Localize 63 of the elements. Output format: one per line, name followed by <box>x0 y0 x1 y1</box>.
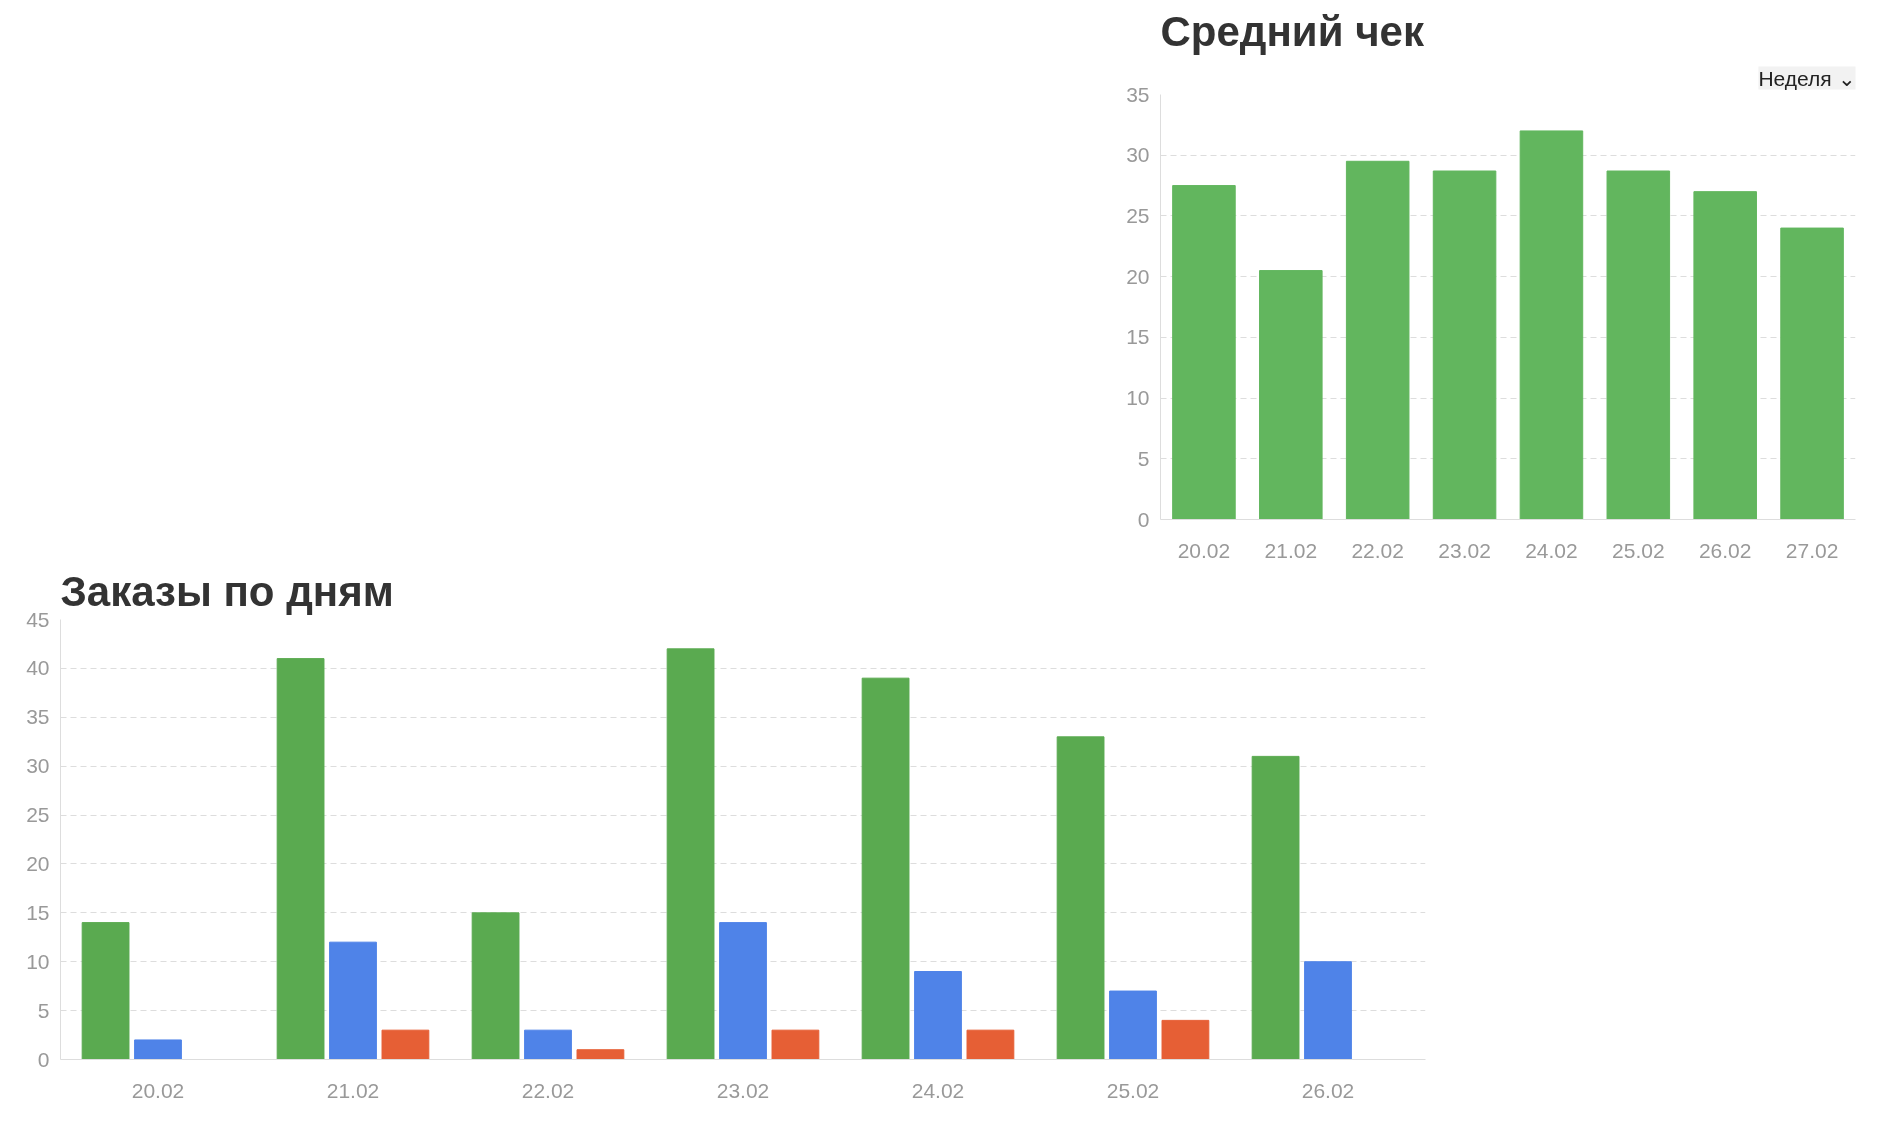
y-tick-label: 0 <box>37 1047 50 1071</box>
x-tick-label: 23.02 <box>716 1078 770 1102</box>
x-tick-label: 20.02 <box>131 1078 185 1102</box>
x-tick-label: 21.02 <box>326 1078 380 1102</box>
y-tick-label: 35 <box>1126 82 1150 106</box>
bar <box>576 1049 625 1060</box>
bar <box>1693 191 1757 520</box>
x-tick-label: 26.02 <box>1698 538 1752 562</box>
y-tick-label: 0 <box>1137 507 1150 531</box>
x-tick-label: 25.02 <box>1612 538 1665 562</box>
x-tick-label: 26.02 <box>1301 1078 1355 1102</box>
y-tick-label: 20 <box>26 851 50 875</box>
x-tick-label: 23.02 <box>1438 538 1491 562</box>
bar <box>134 1039 182 1060</box>
y-tick-label: 10 <box>1126 386 1150 410</box>
bar <box>966 1029 1015 1060</box>
text: Неделя ⌄ <box>1758 66 1856 90</box>
bar <box>1251 755 1300 1060</box>
y-tick-label: 40 <box>26 656 50 680</box>
bar <box>1161 1019 1210 1060</box>
bar <box>329 941 377 1060</box>
y-tick-label: 30 <box>1126 143 1150 167</box>
y-tick-label: 20 <box>1126 264 1150 288</box>
x-tick-label: 24.02 <box>1525 538 1578 562</box>
x-tick-label: 21.02 <box>1264 538 1318 562</box>
y-tick-label: 35 <box>26 705 50 729</box>
bar <box>1304 961 1352 1060</box>
bar <box>1432 170 1497 520</box>
bar <box>1109 990 1157 1060</box>
x-tick-label: 22.02 <box>521 1078 575 1102</box>
bar <box>276 658 325 1060</box>
bar <box>719 922 767 1060</box>
bar <box>666 648 715 1060</box>
bar <box>861 677 910 1060</box>
y-tick-label: 25 <box>1126 203 1150 227</box>
y-tick-label: 30 <box>26 754 50 778</box>
y-tick-label: 45 <box>26 607 50 631</box>
bar <box>1345 160 1410 520</box>
bar <box>471 912 520 1060</box>
x-tick-label: 20.02 <box>1177 538 1231 562</box>
y-tick-label: 5 <box>1137 446 1150 470</box>
bar <box>524 1029 572 1060</box>
bar <box>1259 270 1323 520</box>
x-tick-label: 22.02 <box>1351 538 1404 562</box>
bar <box>381 1029 430 1060</box>
y-tick-label: 15 <box>26 900 50 924</box>
x-tick-label: 27.02 <box>1785 538 1839 562</box>
x-tick-label: 25.02 <box>1106 1078 1160 1102</box>
chart-title: Средний чек <box>1160 7 1425 55</box>
y-tick-label: 5 <box>37 998 50 1022</box>
bar <box>1519 130 1584 520</box>
x-tick-label: 24.02 <box>911 1078 965 1102</box>
bar <box>1606 170 1671 520</box>
bar <box>771 1029 820 1060</box>
y-tick-label: 25 <box>26 803 50 827</box>
bar <box>1056 736 1105 1060</box>
bar <box>1780 227 1844 520</box>
bar <box>914 971 962 1060</box>
y-tick-label: 10 <box>26 949 50 973</box>
bar <box>81 922 130 1060</box>
bar <box>1172 185 1236 520</box>
chart-title: Заказы по дням <box>60 567 394 615</box>
y-tick-label: 15 <box>1126 325 1150 349</box>
